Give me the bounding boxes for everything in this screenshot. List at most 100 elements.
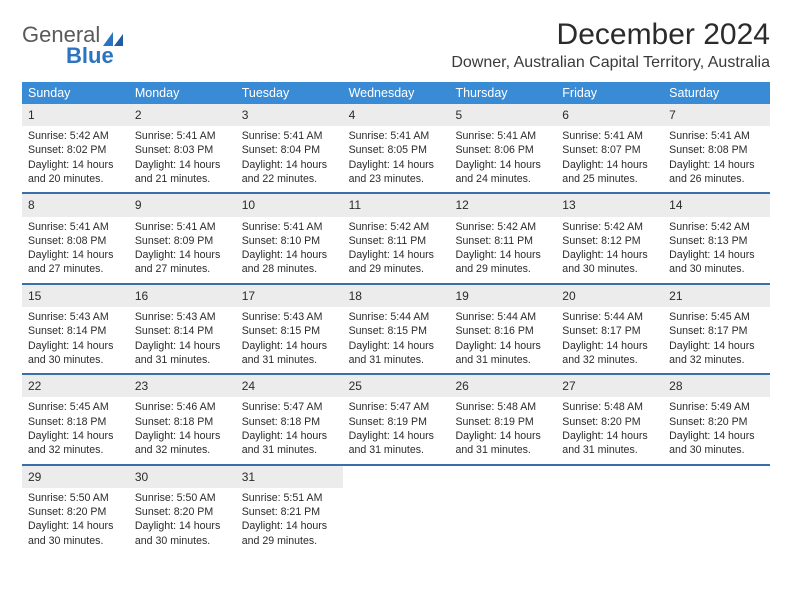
day-number: 1	[22, 104, 129, 126]
daylight-line-1: Daylight: 14 hours	[669, 339, 764, 353]
sunset-line: Sunset: 8:02 PM	[28, 143, 123, 157]
sunset-line: Sunset: 8:17 PM	[562, 324, 657, 338]
sunset-line: Sunset: 8:04 PM	[242, 143, 337, 157]
page-title: December 2024	[451, 18, 770, 52]
day-cell: 25Sunrise: 5:47 AMSunset: 8:19 PMDayligh…	[343, 375, 450, 463]
day-cell: 11Sunrise: 5:42 AMSunset: 8:11 PMDayligh…	[343, 194, 450, 282]
day-cell: 10Sunrise: 5:41 AMSunset: 8:10 PMDayligh…	[236, 194, 343, 282]
sunrise-line: Sunrise: 5:49 AM	[669, 400, 764, 414]
sunrise-line: Sunrise: 5:45 AM	[669, 310, 764, 324]
day-number: 28	[663, 375, 770, 397]
day-cell: 12Sunrise: 5:42 AMSunset: 8:11 PMDayligh…	[449, 194, 556, 282]
day-number: 6	[556, 104, 663, 126]
header: General Blue December 2024 Downer, Austr…	[22, 18, 770, 72]
daylight-line-1: Daylight: 14 hours	[135, 519, 230, 533]
daylight-line-1: Daylight: 14 hours	[455, 429, 550, 443]
daylight-line-2: and 31 minutes.	[242, 443, 337, 457]
daylight-line-1: Daylight: 14 hours	[669, 248, 764, 262]
daylight-line-1: Daylight: 14 hours	[669, 158, 764, 172]
location-subtitle: Downer, Australian Capital Territory, Au…	[451, 54, 770, 72]
sunset-line: Sunset: 8:11 PM	[349, 234, 444, 248]
brand-word-blue: Blue	[66, 45, 114, 67]
daylight-line-2: and 29 minutes.	[455, 262, 550, 276]
daylight-line-1: Daylight: 14 hours	[669, 429, 764, 443]
sunset-line: Sunset: 8:17 PM	[669, 324, 764, 338]
sunrise-line: Sunrise: 5:47 AM	[242, 400, 337, 414]
sunset-line: Sunset: 8:13 PM	[669, 234, 764, 248]
dow-friday: Friday	[556, 82, 663, 104]
day-cell: 20Sunrise: 5:44 AMSunset: 8:17 PMDayligh…	[556, 285, 663, 373]
sunset-line: Sunset: 8:20 PM	[135, 505, 230, 519]
day-cell: 4Sunrise: 5:41 AMSunset: 8:05 PMDaylight…	[343, 104, 450, 192]
day-number: 22	[22, 375, 129, 397]
daylight-line-2: and 30 minutes.	[562, 262, 657, 276]
sunrise-line: Sunrise: 5:48 AM	[455, 400, 550, 414]
sunrise-line: Sunrise: 5:41 AM	[242, 220, 337, 234]
sunrise-line: Sunrise: 5:50 AM	[135, 491, 230, 505]
daylight-line-1: Daylight: 14 hours	[455, 339, 550, 353]
day-number: 8	[22, 194, 129, 216]
day-number: 29	[22, 466, 129, 488]
day-cell: 1Sunrise: 5:42 AMSunset: 8:02 PMDaylight…	[22, 104, 129, 192]
week-row: 1 Sunrise: 5:42 AMSunset: 8:02 PM Daylight…	[22, 104, 770, 194]
daylight-line-1: Daylight: 14 hours	[562, 429, 657, 443]
day-number: 11	[343, 194, 450, 216]
sunrise-line: Sunrise: 5:42 AM	[28, 129, 123, 143]
day-number: 31	[236, 466, 343, 488]
daylight-line-2: and 27 minutes.	[28, 262, 123, 276]
daylight-line-2: and 26 minutes.	[669, 172, 764, 186]
day-number: 18	[343, 285, 450, 307]
day-cell: 30Sunrise: 5:50 AMSunset: 8:20 PMDayligh…	[129, 466, 236, 554]
title-block: December 2024 Downer, Australian Capital…	[451, 18, 770, 72]
day-number: 4	[343, 104, 450, 126]
day-number: 12	[449, 194, 556, 216]
brand-logo: General Blue	[22, 18, 132, 67]
sunrise-line: Sunrise: 5:41 AM	[135, 129, 230, 143]
daylight-line-1: Daylight: 14 hours	[349, 339, 444, 353]
sunrise-line: Sunrise: 5:41 AM	[242, 129, 337, 143]
day-cell: 5Sunrise: 5:41 AMSunset: 8:06 PMDaylight…	[449, 104, 556, 192]
dow-sunday: Sunday	[22, 82, 129, 104]
day-cell: 13Sunrise: 5:42 AMSunset: 8:12 PMDayligh…	[556, 194, 663, 282]
daylight-line-1: Daylight: 14 hours	[28, 339, 123, 353]
week-row: 15Sunrise: 5:43 AMSunset: 8:14 PMDayligh…	[22, 285, 770, 375]
day-of-week-header: SundayMondayTuesdayWednesdayThursdayFrid…	[22, 82, 770, 104]
daylight-line-2: and 30 minutes.	[28, 534, 123, 548]
sunset-line: Sunset: 8:14 PM	[28, 324, 123, 338]
daylight-line-1: Daylight: 14 hours	[135, 158, 230, 172]
sunrise-line: Sunrise: 5:42 AM	[562, 220, 657, 234]
daylight-line-2: and 31 minutes.	[135, 353, 230, 367]
daylight-line-1: Daylight: 14 hours	[28, 248, 123, 262]
sunset-line: Sunset: 8:06 PM	[455, 143, 550, 157]
dow-wednesday: Wednesday	[343, 82, 450, 104]
sunrise-line: Sunrise: 5:43 AM	[135, 310, 230, 324]
day-number: 14	[663, 194, 770, 216]
day-cell-empty	[556, 466, 663, 554]
daylight-line-2: and 31 minutes.	[242, 353, 337, 367]
week-row: 29Sunrise: 5:50 AMSunset: 8:20 PMDayligh…	[22, 466, 770, 554]
day-number: 15	[22, 285, 129, 307]
sunset-line: Sunset: 8:19 PM	[349, 415, 444, 429]
sunset-line: Sunset: 8:18 PM	[28, 415, 123, 429]
sunset-line: Sunset: 8:05 PM	[349, 143, 444, 157]
sunrise-line: Sunrise: 5:50 AM	[28, 491, 123, 505]
week-row: 8Sunrise: 5:41 AMSunset: 8:08 PMDaylight…	[22, 194, 770, 284]
daylight-line-2: and 23 minutes.	[349, 172, 444, 186]
day-cell: 2Sunrise: 5:41 AMSunset: 8:03 PMDaylight…	[129, 104, 236, 192]
day-cell: 18Sunrise: 5:44 AMSunset: 8:15 PMDayligh…	[343, 285, 450, 373]
calendar-grid: SundayMondayTuesdayWednesdayThursdayFrid…	[22, 82, 770, 554]
day-number: 27	[556, 375, 663, 397]
daylight-line-2: and 32 minutes.	[669, 353, 764, 367]
day-cell: 22Sunrise: 5:45 AMSunset: 8:18 PMDayligh…	[22, 375, 129, 463]
dow-saturday: Saturday	[663, 82, 770, 104]
daylight-line-2: and 24 minutes.	[455, 172, 550, 186]
sunset-line: Sunset: 8:10 PM	[242, 234, 337, 248]
day-number: 5	[449, 104, 556, 126]
day-number: 10	[236, 194, 343, 216]
day-cell: 31Sunrise: 5:51 AMSunset: 8:21 PMDayligh…	[236, 466, 343, 554]
day-number: 25	[343, 375, 450, 397]
sunset-line: Sunset: 8:07 PM	[562, 143, 657, 157]
day-number: 23	[129, 375, 236, 397]
daylight-line-1: Daylight: 14 hours	[242, 519, 337, 533]
sunset-line: Sunset: 8:03 PM	[135, 143, 230, 157]
